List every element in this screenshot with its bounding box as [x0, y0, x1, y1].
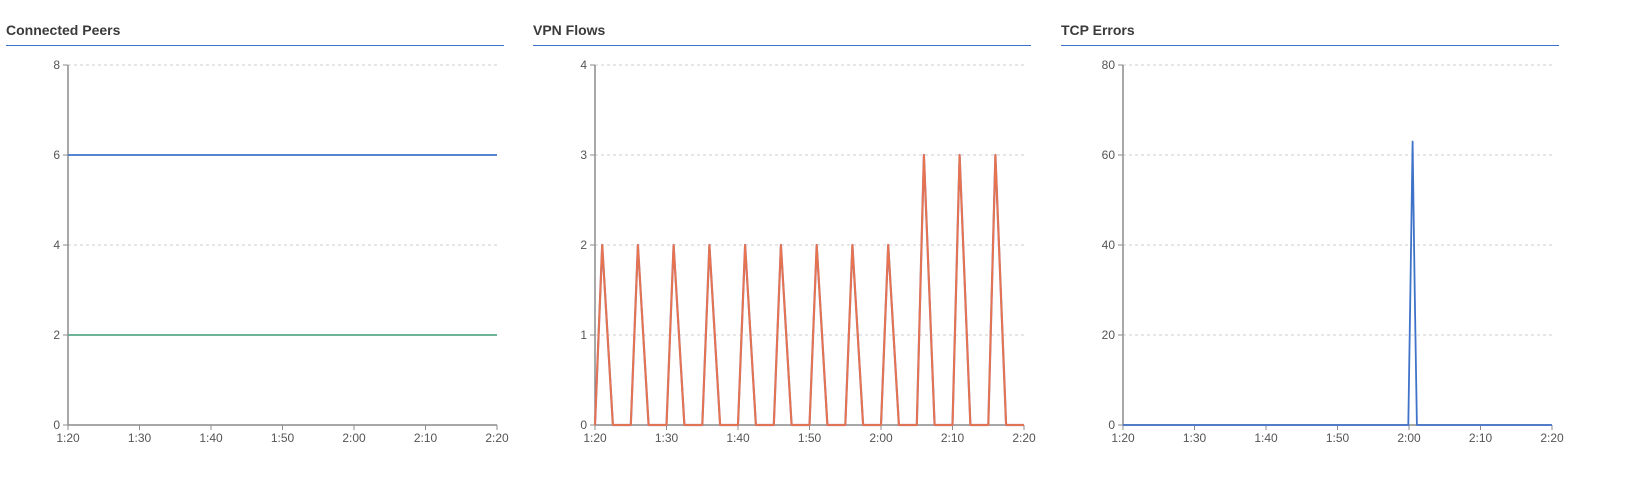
y-tick-label: 2: [53, 328, 60, 342]
y-tick-label: 0: [1108, 418, 1115, 432]
x-tick-label: 1:30: [128, 431, 152, 445]
vpn-flows-chart: 0 1 2 3 4 1:20 1:30 1:40 1:50 2:00 2:10 2:20: [580, 58, 1036, 445]
x-tick-label: 1:40: [1254, 431, 1278, 445]
chart-title: Connected Peers: [6, 22, 121, 38]
y-tick-label: 6: [53, 148, 60, 162]
y-tick-label: 8: [53, 58, 60, 72]
x-tick-label: 1:50: [1326, 431, 1350, 445]
y-tick-label: 0: [53, 418, 60, 432]
series-line: [594, 154, 1024, 426]
y-tick-label: 3: [580, 148, 587, 162]
y-tick-label: 2: [580, 238, 587, 252]
x-tick-label: 2:10: [941, 431, 965, 445]
x-tick-label: 2:10: [414, 431, 438, 445]
x-tick-label: 1:20: [1111, 431, 1135, 445]
x-tick-label: 2:20: [1540, 431, 1564, 445]
x-tick-label: 1:50: [271, 431, 295, 445]
x-tick-label: 1:40: [199, 431, 223, 445]
title-divider: [533, 45, 1031, 46]
title-divider: [6, 45, 504, 46]
x-tick-label: 1:30: [1183, 431, 1207, 445]
chart-title: VPN Flows: [533, 22, 606, 38]
series-line: [1123, 140, 1552, 426]
x-tick-label: 1:30: [655, 431, 679, 445]
x-tick-label: 1:50: [798, 431, 822, 445]
y-tick-label: 40: [1102, 238, 1116, 252]
x-tick-label: 1:20: [583, 431, 607, 445]
connected-peers-chart: 0 2 4 6 8 1:20 1:30 1:40 1:50 2:00 2:10 2:20: [53, 58, 509, 445]
y-tick-label: 80: [1102, 58, 1116, 72]
panel-tcp-errors: TCP Errors 0 20 40 60 80 1:20 1:30 1:40 1:50 2:00…: [1061, 0, 1564, 499]
y-tick-label: 60: [1102, 148, 1116, 162]
x-tick-label: 2:00: [342, 431, 366, 445]
x-tick-label: 1:20: [56, 431, 80, 445]
chart-title: TCP Errors: [1061, 22, 1135, 38]
panel-connected-peers: Connected Peers 0 2 4 6 8 1:20 1:30 1:40 1:50 2:0…: [6, 0, 509, 499]
y-tick-label: 1: [580, 328, 587, 342]
x-tick-label: 1:40: [726, 431, 750, 445]
series-line: [593, 153, 1024, 427]
x-tick-label: 2:10: [1469, 431, 1493, 445]
y-tick-label: 20: [1102, 328, 1116, 342]
title-divider: [1061, 45, 1559, 46]
x-tick-label: 2:20: [485, 431, 509, 445]
x-tick-label: 2:00: [869, 431, 893, 445]
x-tick-label: 2:00: [1397, 431, 1421, 445]
y-tick-label: 4: [580, 58, 587, 72]
x-tick-label: 2:20: [1012, 431, 1036, 445]
y-tick-label: 0: [580, 418, 587, 432]
y-tick-label: 4: [53, 238, 60, 252]
tcp-errors-chart: 0 20 40 60 80 1:20 1:30 1:40 1:50 2:00 2:10 2:20: [1102, 58, 1564, 445]
panel-vpn-flows: VPN Flows 0 1 2 3 4 1:20 1:30 1:40 1:50 2:00 2:10 2…: [533, 0, 1036, 499]
